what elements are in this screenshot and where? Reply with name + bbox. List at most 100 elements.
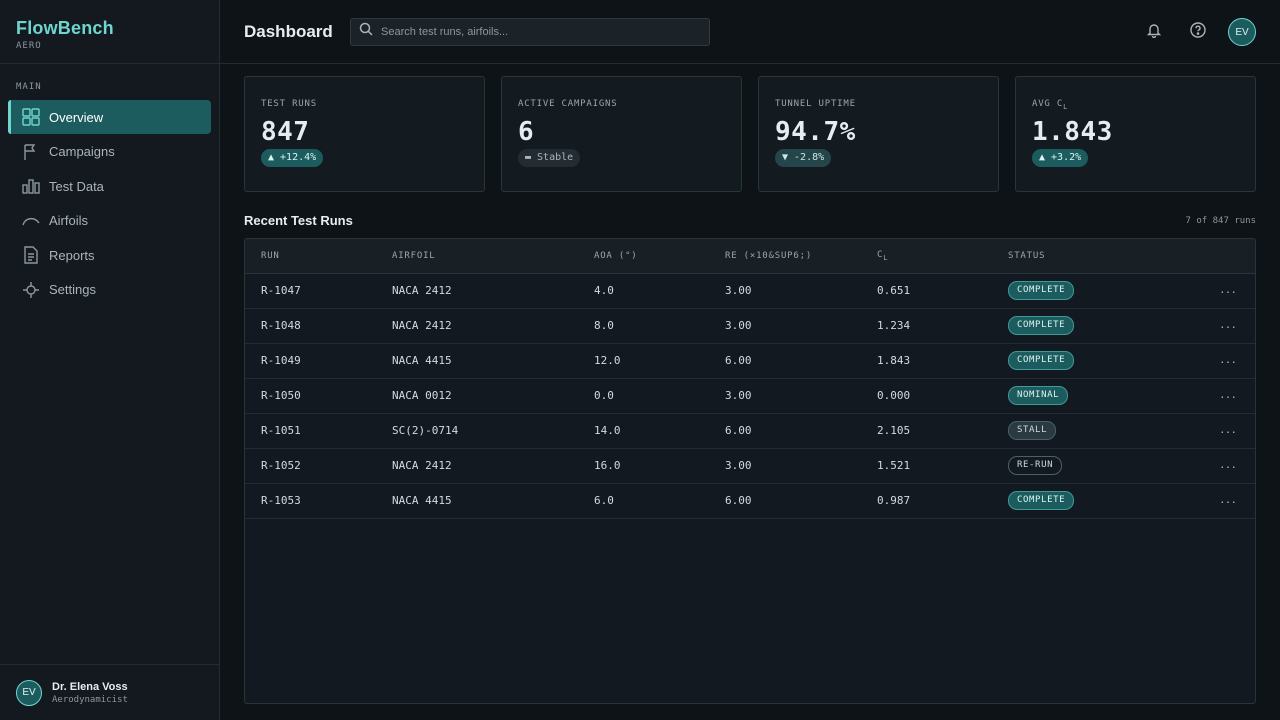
status-badge: STALL: [1008, 421, 1057, 440]
more-actions-button[interactable]: ···: [1188, 448, 1255, 484]
stat-value: 847: [261, 117, 310, 147]
sidebar-item-airfoils[interactable]: Airfoils: [8, 204, 211, 238]
sidebar-item-test-data[interactable]: Test Data: [8, 169, 211, 203]
stat-value: 1.843: [1032, 117, 1113, 147]
grid-icon: [22, 108, 40, 126]
cell-run: R-1051: [245, 413, 392, 449]
more-actions-button[interactable]: ···: [1188, 378, 1255, 414]
settings-icon: [22, 281, 40, 299]
stat-value: 94.7%: [775, 117, 856, 147]
column-header-run[interactable]: RUN: [245, 239, 392, 274]
cell-cl: 0.987: [877, 483, 1008, 519]
header-actions: EV: [1124, 18, 1256, 46]
cell-status: RE-RUN: [1008, 448, 1188, 484]
stat-label: AVG CL: [1032, 99, 1239, 111]
cell-airfoil: NACA 2412: [392, 273, 594, 309]
user-name: Dr. Elena Voss: [52, 680, 128, 693]
cell-status: COMPLETE: [1008, 273, 1188, 309]
sidebar-item-label: Airfoils: [49, 213, 89, 228]
avatar: EV: [16, 679, 42, 706]
column-header-re[interactable]: RE (×10&SUP6;): [725, 239, 877, 274]
stat-label-text: AVG C: [1032, 99, 1064, 109]
cell-aoa: 12.0: [594, 343, 725, 379]
cell-run: R-1050: [245, 378, 392, 414]
status-badge: NOMINAL: [1008, 386, 1069, 405]
table-row[interactable]: R-1051 SC(2)-0714 14.0 6.00 2.105 STALL …: [245, 413, 1255, 449]
search-box[interactable]: [350, 17, 710, 46]
table-row[interactable]: R-1053 NACA 4415 6.0 6.00 0.987 COMPLETE…: [245, 483, 1255, 519]
stat-label: ACTIVE CAMPAIGNS: [518, 99, 618, 109]
sidebar-item-settings[interactable]: Settings: [8, 273, 211, 307]
bar-chart-icon: [22, 177, 40, 195]
cell-re: 3.00: [725, 448, 877, 484]
cell-re: 6.00: [725, 413, 877, 449]
table-row[interactable]: R-1049 NACA 4415 12.0 6.00 1.843 COMPLET…: [245, 343, 1255, 379]
cell-aoa: 6.0: [594, 483, 725, 519]
cell-status: COMPLETE: [1008, 343, 1188, 379]
brand-subtitle: AERO: [16, 41, 42, 51]
cell-cl: 2.105: [877, 413, 1008, 449]
sidebar-item-campaigns[interactable]: Campaigns: [8, 135, 211, 169]
column-header-cl-subscript: L: [883, 253, 889, 262]
cell-status: COMPLETE: [1008, 483, 1188, 519]
stat-card-active-campaigns: ACTIVE CAMPAIGNS 6 ▬ Stable: [501, 76, 742, 192]
sidebar-nav: Overview Campaigns Test Data: [0, 100, 219, 307]
search-icon: [359, 22, 373, 41]
column-header-cl-text: C: [877, 249, 884, 260]
sidebar-item-label: Test Data: [49, 178, 104, 194]
flag-icon: [22, 143, 40, 161]
stat-card-tunnel-uptime: TUNNEL UPTIME 94.7% ▼ -2.8%: [758, 76, 999, 192]
brand-name[interactable]: FlowBench: [16, 18, 114, 38]
brand: FlowBench AERO: [0, 0, 219, 64]
user-card[interactable]: EV Dr. Elena Voss Aerodynamicist: [0, 664, 219, 720]
stat-label-subscript: L: [1063, 102, 1069, 111]
cell-airfoil: NACA 4415: [392, 483, 594, 519]
sidebar-item-overview[interactable]: Overview: [8, 100, 211, 134]
cell-re: 3.00: [725, 273, 877, 309]
table-row[interactable]: R-1047 NACA 2412 4.0 3.00 0.651 COMPLETE…: [245, 273, 1255, 309]
cell-aoa: 16.0: [594, 448, 725, 484]
column-header-airfoil[interactable]: AIRFOIL: [392, 239, 594, 274]
cell-airfoil: SC(2)-0714: [392, 413, 594, 449]
sidebar-item-reports[interactable]: Reports: [8, 238, 211, 272]
table-row[interactable]: R-1048 NACA 2412 8.0 3.00 1.234 COMPLETE…: [245, 308, 1255, 344]
cell-cl: 1.234: [877, 308, 1008, 344]
search-input[interactable]: [381, 25, 701, 38]
sidebar-item-label: Overview: [49, 109, 104, 125]
bell-icon: [1146, 22, 1162, 43]
stat-value: 6: [518, 117, 535, 147]
cell-re: 6.00: [725, 483, 877, 519]
cell-run: R-1047: [245, 273, 392, 309]
cell-cl: 0.651: [877, 273, 1008, 309]
table-row[interactable]: R-1050 NACA 0012 0.0 3.00 0.000 NOMINAL …: [245, 378, 1255, 414]
column-header-aoa[interactable]: AOA (°): [594, 239, 725, 274]
section-count: 7 of 847 runs: [1185, 216, 1256, 226]
status-badge: COMPLETE: [1008, 351, 1075, 370]
cell-aoa: 0.0: [594, 378, 725, 414]
stat-label: TEST RUNS: [261, 99, 317, 109]
help-button[interactable]: [1184, 18, 1212, 46]
more-actions-button[interactable]: ···: [1188, 273, 1255, 309]
sidebar-item-label: Reports: [49, 247, 95, 263]
column-header-cl[interactable]: CL: [877, 239, 1008, 274]
notifications-button[interactable]: [1140, 18, 1168, 46]
cell-airfoil: NACA 2412: [392, 308, 594, 344]
stat-delta-badge: ▼ -2.8%: [775, 149, 832, 167]
column-header-actions: [1188, 239, 1255, 274]
cell-run: R-1052: [245, 448, 392, 484]
more-actions-button[interactable]: ···: [1188, 308, 1255, 344]
recent-runs-table: RUN AIRFOIL AOA (°) RE (×10&SUP6;) CL ST…: [244, 238, 1256, 704]
more-actions-button[interactable]: ···: [1188, 343, 1255, 379]
user-meta: Dr. Elena Voss Aerodynamicist: [52, 681, 128, 705]
header-avatar[interactable]: EV: [1228, 18, 1256, 46]
stat-card-avg-cl: AVG CL 1.843 ▲ +3.2%: [1015, 76, 1256, 192]
column-header-status[interactable]: STATUS: [1008, 239, 1188, 274]
more-actions-button[interactable]: ···: [1188, 413, 1255, 449]
stat-label: TUNNEL UPTIME: [775, 99, 856, 109]
cell-aoa: 14.0: [594, 413, 725, 449]
table-row[interactable]: R-1052 NACA 2412 16.0 3.00 1.521 RE-RUN …: [245, 448, 1255, 484]
cell-run: R-1049: [245, 343, 392, 379]
page-title: Dashboard: [244, 21, 333, 41]
cell-airfoil: NACA 4415: [392, 343, 594, 379]
more-actions-button[interactable]: ···: [1188, 483, 1255, 519]
